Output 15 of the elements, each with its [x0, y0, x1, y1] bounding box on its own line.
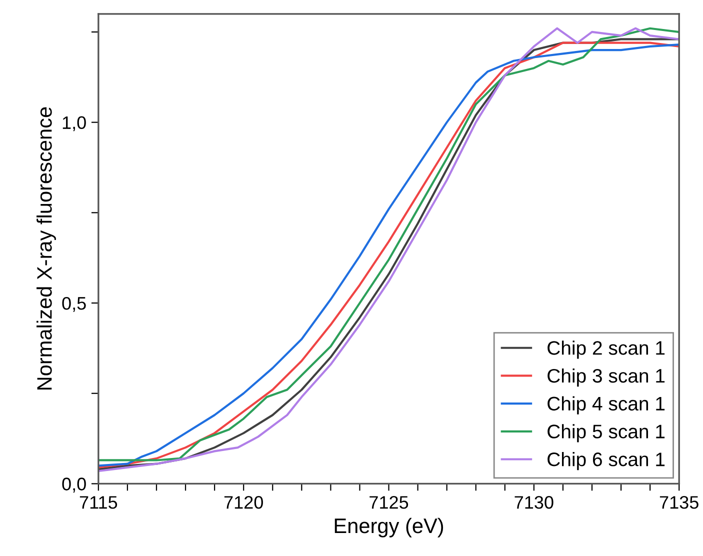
x-tick-label: 7125	[370, 496, 408, 509]
legend-label: Chip 2 scan 1	[548, 340, 665, 359]
y-axis-title: Normalized X-ray fluorescence	[36, 107, 56, 390]
x-axis-title: Energy (eV)	[334, 518, 444, 538]
x-tick-label: 7135	[660, 496, 698, 509]
legend-label: Chip 3 scan 1	[548, 368, 665, 387]
y-tick-label: 0,5	[62, 296, 86, 312]
x-tick-label: 7115	[80, 496, 118, 509]
y-tick-label: 0,0	[62, 478, 86, 493]
legend-label: Chip 5 scan 1	[548, 424, 665, 442]
x-tick-label: 7120	[224, 496, 263, 509]
legend-label: Chip 4 scan 1	[548, 396, 665, 414]
legend-label: Chip 6 scan 1	[548, 452, 665, 470]
x-tick-label: 7130	[514, 496, 554, 509]
y-tick-label: 1,0	[62, 116, 86, 132]
